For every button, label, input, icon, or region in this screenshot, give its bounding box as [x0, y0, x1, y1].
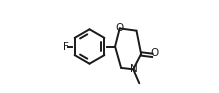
Text: O: O [115, 23, 124, 33]
Text: N: N [129, 64, 137, 74]
Text: O: O [150, 48, 158, 58]
Text: F: F [63, 41, 69, 52]
